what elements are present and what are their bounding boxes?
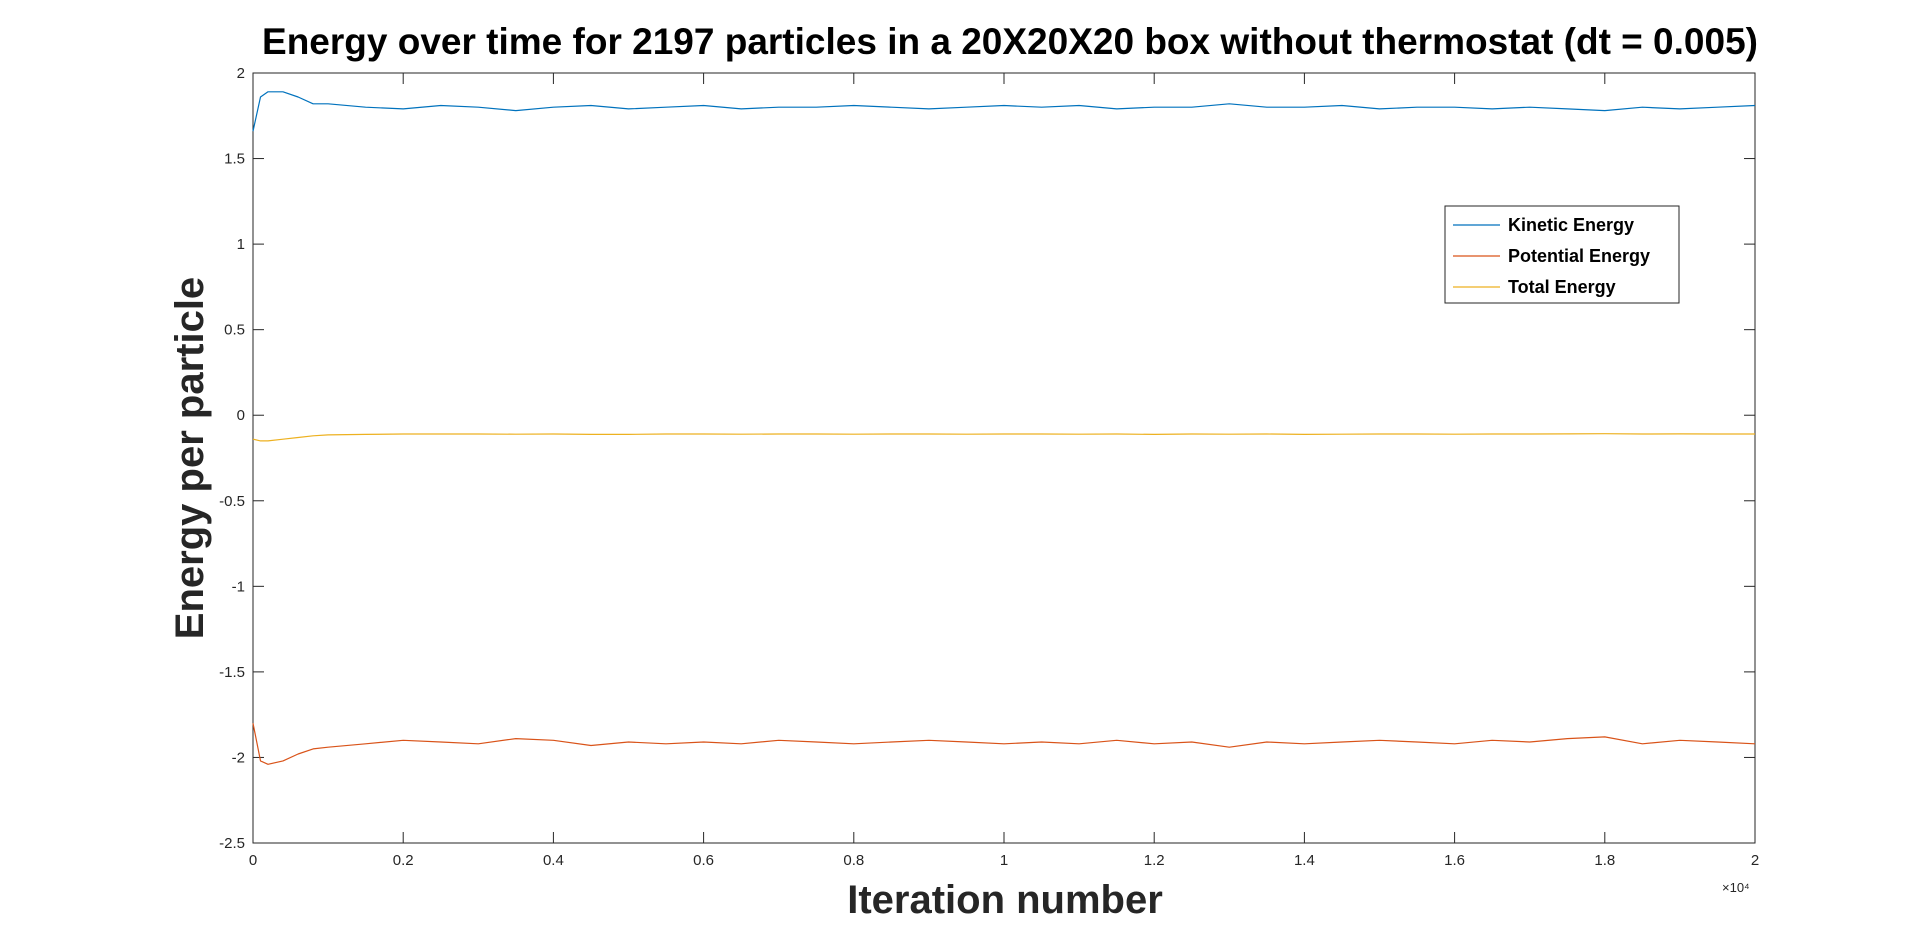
y-tick-label: -2 [232,749,245,766]
y-tick-label: 0 [237,407,245,424]
y-tick-label: -1 [232,578,245,595]
y-tick-label: 1 [237,236,245,253]
legend: Kinetic Energy Potential Energy Total Ener… [1444,205,1680,304]
y-axis-label: Energy per particle [168,277,212,639]
x-tick-label: 1.2 [1144,852,1165,869]
x-tick-label: 0.4 [543,852,564,869]
x-tick-label: 1.8 [1594,852,1615,869]
series-layer [252,91,1756,765]
y-tick-label: 1.5 [224,151,245,168]
x-tick-label: 0.2 [393,852,414,869]
y-tick-label: -1.5 [219,664,245,681]
x-tick-label: 0.8 [843,852,864,869]
y-tick-label: 0.5 [224,322,245,339]
x-axis-label: Iteration number [847,878,1163,922]
x-tick-label: 1.4 [1294,852,1315,869]
legend-entry-label: Potential Energy [1508,246,1650,266]
legend-entry-label: Kinetic Energy [1508,215,1634,235]
series-line-total-energy [252,433,1755,442]
x-tick-label: 1.6 [1444,852,1465,869]
legend-entry-label: Total Energy [1508,277,1616,297]
x-tick-label: 0 [249,852,257,869]
x-tick-label: 1 [1000,852,1008,869]
axis-ticks: 0 0.2 0.4 0.6 0.8 1 1.2 1.4 1.6 1.8 2 2 1.5 1 0.5 0 -0.5… [219,65,1759,869]
series-line-potential-energy [252,723,1756,765]
x-axis-exponent-label: ×10⁴ [1722,880,1750,895]
y-tick-label: -0.5 [219,493,245,510]
x-tick-label: 0.6 [693,852,714,869]
y-tick-label: -2.5 [219,835,245,852]
series-line-kinetic-energy [252,91,1756,132]
x-tick-label: 2 [1751,852,1759,869]
y-tick-label: 2 [237,65,245,82]
chart-title: Energy over time for 2197 particles in a… [262,21,1758,62]
plot-area-frame [252,72,1756,844]
